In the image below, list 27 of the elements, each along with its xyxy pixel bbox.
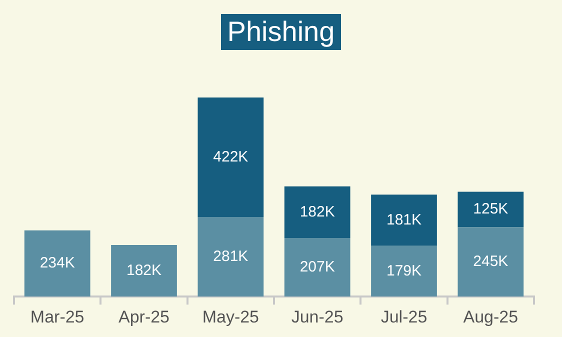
data-label: 281K — [213, 248, 248, 265]
data-label: 245K — [473, 253, 508, 270]
data-label: 234K — [40, 254, 75, 272]
bar — [111, 245, 177, 297]
data-label: 422K — [213, 148, 248, 166]
bar — [458, 227, 524, 297]
data-label: 125K — [473, 200, 508, 218]
bar — [458, 192, 524, 228]
bar — [198, 97, 264, 218]
data-label: 182K — [126, 262, 162, 279]
x-tick-label: Mar-25 — [30, 307, 84, 326]
bar — [371, 194, 437, 246]
x-tick-label: Apr-25 — [118, 307, 170, 326]
x-tick-label: Jun-25 — [291, 307, 344, 326]
x-tick-label: Aug-25 — [463, 307, 518, 326]
bar — [24, 230, 90, 297]
bar — [371, 246, 437, 297]
bar — [284, 186, 350, 238]
x-tick-label: Jul-25 — [380, 307, 428, 326]
data-label: 182K — [300, 203, 335, 220]
data-label: 207K — [300, 258, 335, 276]
bar — [198, 217, 264, 297]
data-label: 179K — [386, 262, 422, 280]
chart-title: Phishing — [221, 14, 341, 50]
bar — [284, 238, 350, 297]
x-tick-label: May-25 — [202, 307, 260, 326]
data-label: 181K — [386, 211, 422, 228]
